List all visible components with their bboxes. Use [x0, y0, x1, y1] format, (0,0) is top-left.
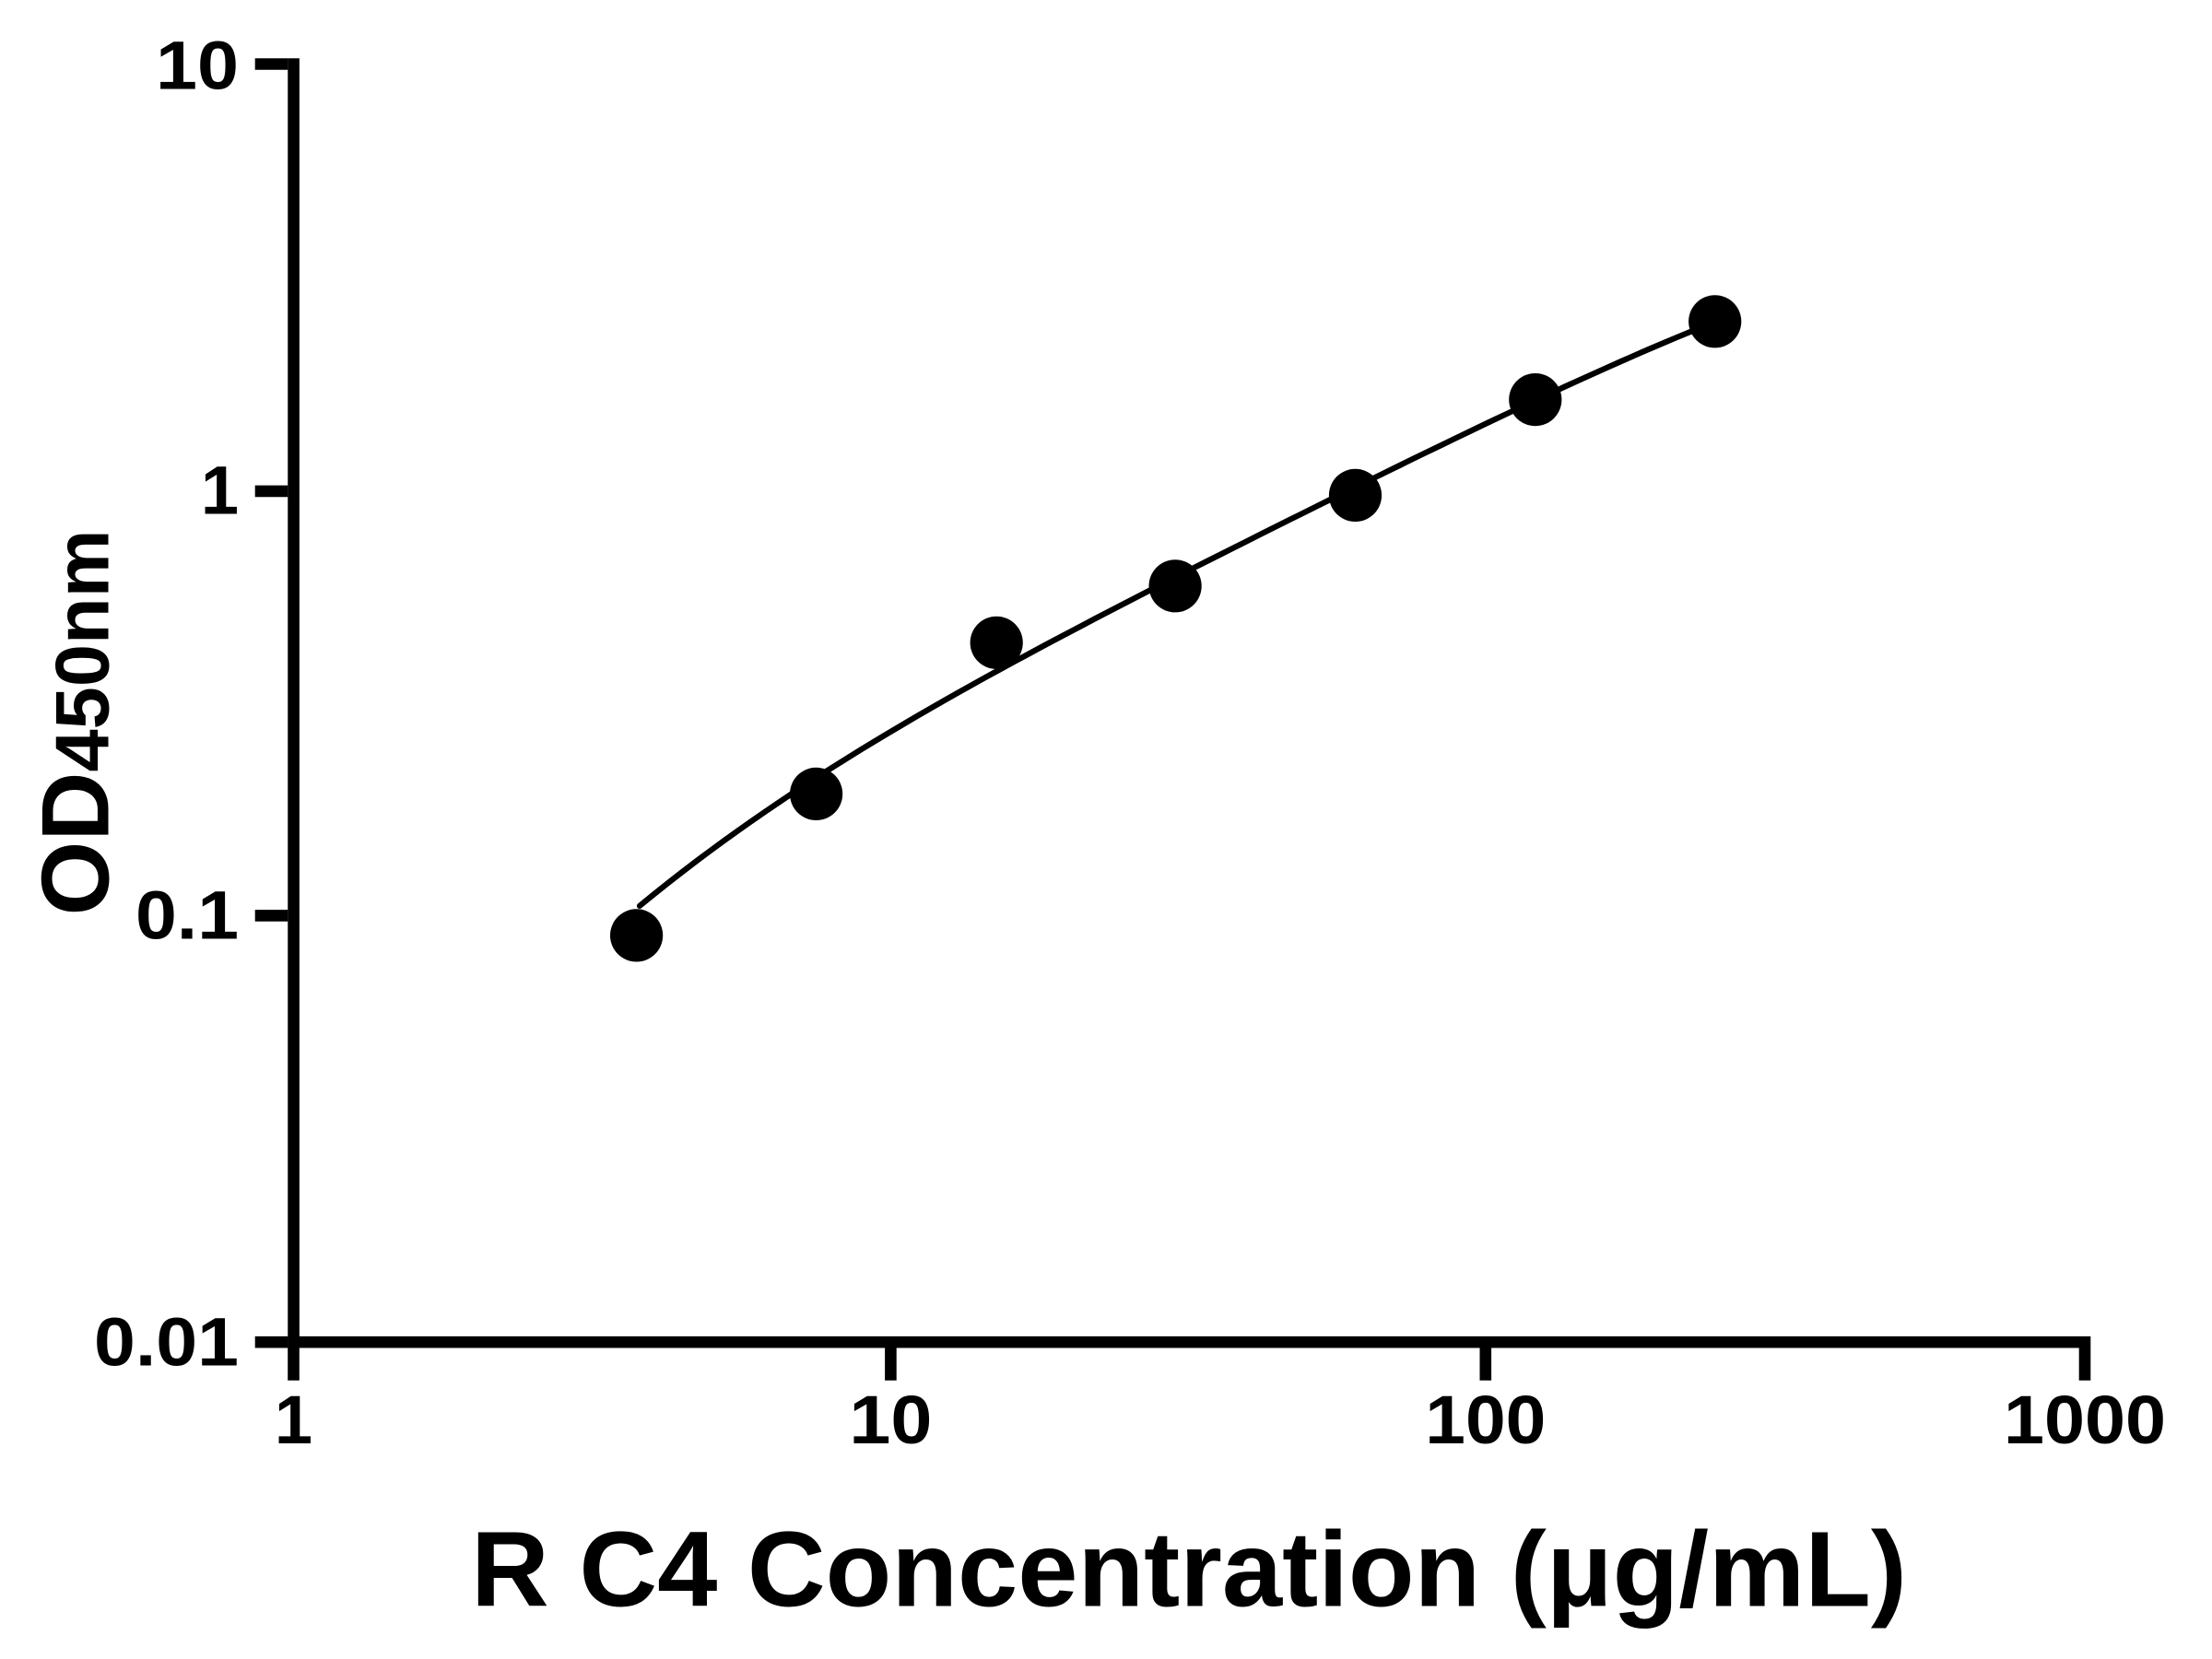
svg-text:1000: 1000: [2004, 1382, 2166, 1458]
svg-text:1: 1: [201, 453, 239, 529]
svg-text:100: 100: [1425, 1382, 1546, 1458]
svg-text:10: 10: [849, 1382, 932, 1458]
svg-text:R C4 Concentration (μg/mL): R C4 Concentration (μg/mL): [471, 1510, 1907, 1630]
svg-text:10: 10: [156, 28, 239, 104]
svg-text:OD450nm: OD450nm: [23, 530, 130, 916]
svg-text:1: 1: [275, 1382, 312, 1458]
svg-text:0.01: 0.01: [94, 1304, 239, 1381]
svg-text:0.1: 0.1: [135, 877, 239, 954]
